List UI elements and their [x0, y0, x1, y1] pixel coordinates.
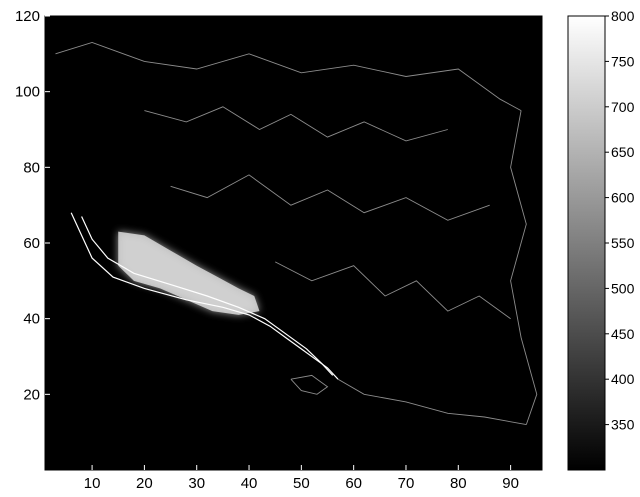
colorbar-label-350: 350: [611, 417, 635, 433]
x-tick-label-30: 30: [188, 475, 205, 492]
colorbar-label-550: 550: [611, 235, 635, 251]
colorbar-gradient: [567, 15, 606, 471]
colorbar: 350 400 450 500 550 600 650 700 750 800: [567, 8, 635, 471]
x-axis: 10 20 30 40 50 60 70 80 90: [84, 465, 519, 492]
colorbar-label-500: 500: [611, 280, 635, 296]
x-tick-label-80: 80: [450, 475, 467, 492]
colorbar-label-650: 650: [611, 144, 635, 160]
contour-north-border: [55, 42, 522, 111]
contour-south-border: [337, 378, 527, 426]
x-tick-label-50: 50: [293, 475, 310, 492]
colorbar-label-750: 750: [611, 53, 635, 69]
x-tick-label-70: 70: [398, 475, 415, 492]
plot-content: [55, 42, 538, 426]
x-tick-label-90: 90: [502, 475, 519, 492]
plot-area: [44, 15, 543, 471]
x-tick-label-20: 20: [136, 475, 153, 492]
heatmap-region-0: [118, 231, 260, 315]
x-tick-label-10: 10: [84, 475, 101, 492]
contour-inner-coast: [81, 216, 334, 376]
y-tick-label-60: 60: [23, 235, 40, 252]
contour-island: [290, 374, 329, 395]
contour-interior-3: [274, 261, 511, 320]
x-tick-label-40: 40: [241, 475, 258, 492]
contour-coast: [70, 212, 339, 380]
y-tick-label-120: 120: [15, 8, 40, 25]
colorbar-label-450: 450: [611, 326, 635, 342]
colorbar-label-800: 800: [611, 8, 635, 24]
y-tick-label-80: 80: [23, 159, 40, 176]
contour-interior-2: [170, 174, 490, 221]
y-tick-label-40: 40: [23, 311, 40, 328]
x-tick-label-60: 60: [345, 475, 362, 492]
y-axis: 20 40 60 80 100 120: [15, 8, 50, 403]
colorbar-label-400: 400: [611, 371, 635, 387]
y-tick-label-100: 100: [15, 84, 40, 101]
colorbar-label-600: 600: [611, 190, 635, 206]
contour-interior-1: [144, 106, 448, 142]
contour-east-border: [510, 110, 538, 425]
y-tick-label-20: 20: [23, 386, 40, 403]
colorbar-label-700: 700: [611, 99, 635, 115]
